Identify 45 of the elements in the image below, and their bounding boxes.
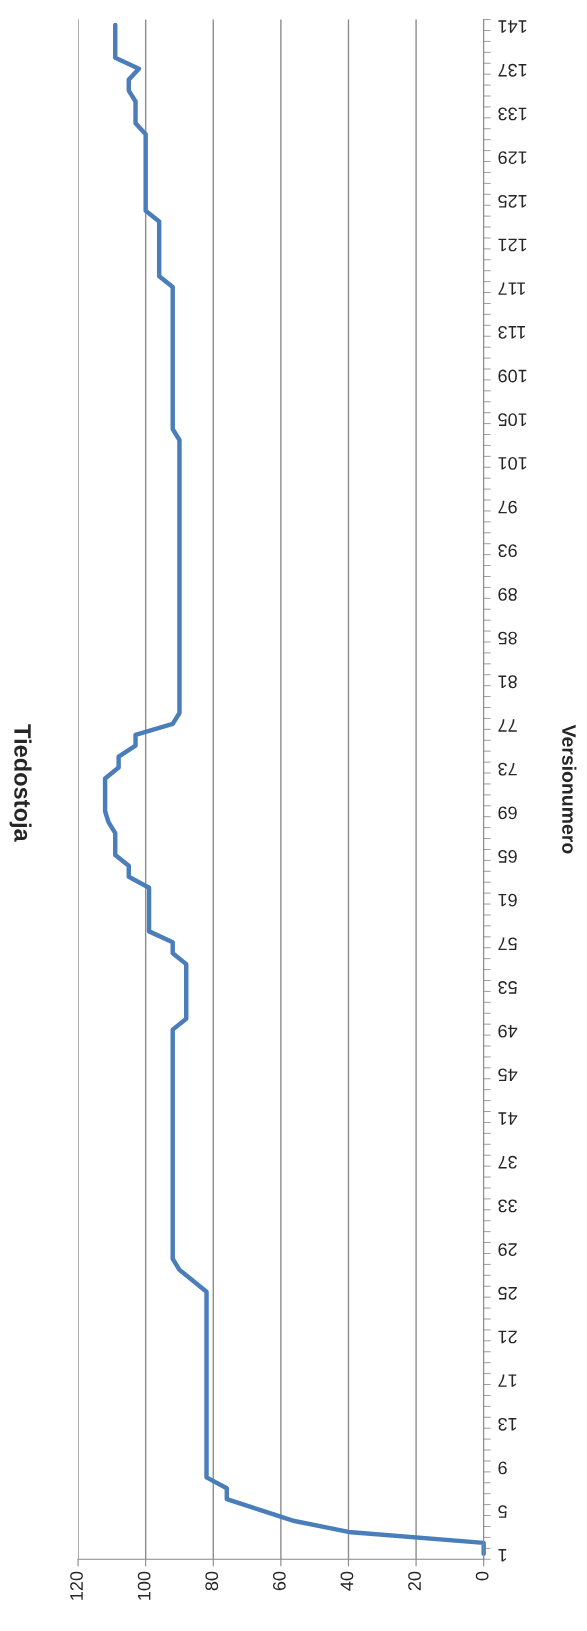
y-tick-label: 101 (498, 456, 527, 470)
y-tick-label: 13 (498, 1417, 517, 1431)
y-tick-label: 5 (498, 1505, 507, 1518)
x-tick-label: 60 (272, 1571, 286, 1591)
y-tick-label: 1 (498, 1549, 507, 1562)
x-tick-label: 40 (340, 1571, 354, 1591)
y-tick-label: 61 (498, 893, 517, 907)
y-tick-label: 89 (498, 588, 517, 601)
x-tick-label: 120 (70, 1571, 83, 1600)
y-tick-label: 9 (498, 1461, 507, 1475)
y-tick-label: 113 (498, 325, 525, 339)
y-tick-label: 37 (498, 1155, 517, 1169)
y-tick-label: 17 (498, 1374, 517, 1387)
y-tick-label: 85 (498, 631, 517, 645)
y-tick-label: 65 (498, 850, 517, 863)
y-tick-label: 57 (498, 937, 517, 951)
x-tick-label: 100 (137, 1571, 151, 1600)
y-tick-label: 121 (498, 238, 527, 252)
y-tick-label: 137 (498, 63, 527, 77)
y-tick-label: 93 (498, 544, 517, 558)
y-tick-label: 117 (498, 282, 525, 295)
y-tick-label: 133 (498, 107, 527, 121)
y-tick-label: 29 (498, 1243, 517, 1256)
y-tick-label: 33 (498, 1199, 517, 1213)
y-tick-label: 77 (498, 719, 517, 732)
x-tick-label: 0 (475, 1571, 489, 1581)
y-tick-label: 53 (498, 981, 517, 994)
y-tick-label: 69 (498, 806, 517, 820)
y-tick-label: 129 (498, 151, 527, 165)
y-tick-label: 81 (498, 675, 517, 689)
y-tick-label: 105 (498, 413, 527, 427)
y-tick-label: 25 (498, 1286, 517, 1300)
y-tick-label: 109 (498, 369, 527, 383)
y-tick-label: 73 (498, 762, 517, 776)
y-tick-label: 141 (498, 20, 527, 33)
y-tick-label: 49 (498, 1024, 518, 1038)
text: Tiedostoja (9, 724, 32, 842)
x-tick-label: 80 (205, 1571, 219, 1591)
y-axis-title: Versionumero (562, 724, 577, 854)
y-tick-label: 21 (498, 1330, 517, 1344)
y-tick-label: 41 (498, 1112, 518, 1125)
y-tick-label: 45 (498, 1068, 518, 1082)
x-tick-label: 20 (408, 1571, 421, 1591)
y-tick-label: 125 (498, 194, 527, 208)
y-tick-label: 97 (498, 500, 517, 514)
